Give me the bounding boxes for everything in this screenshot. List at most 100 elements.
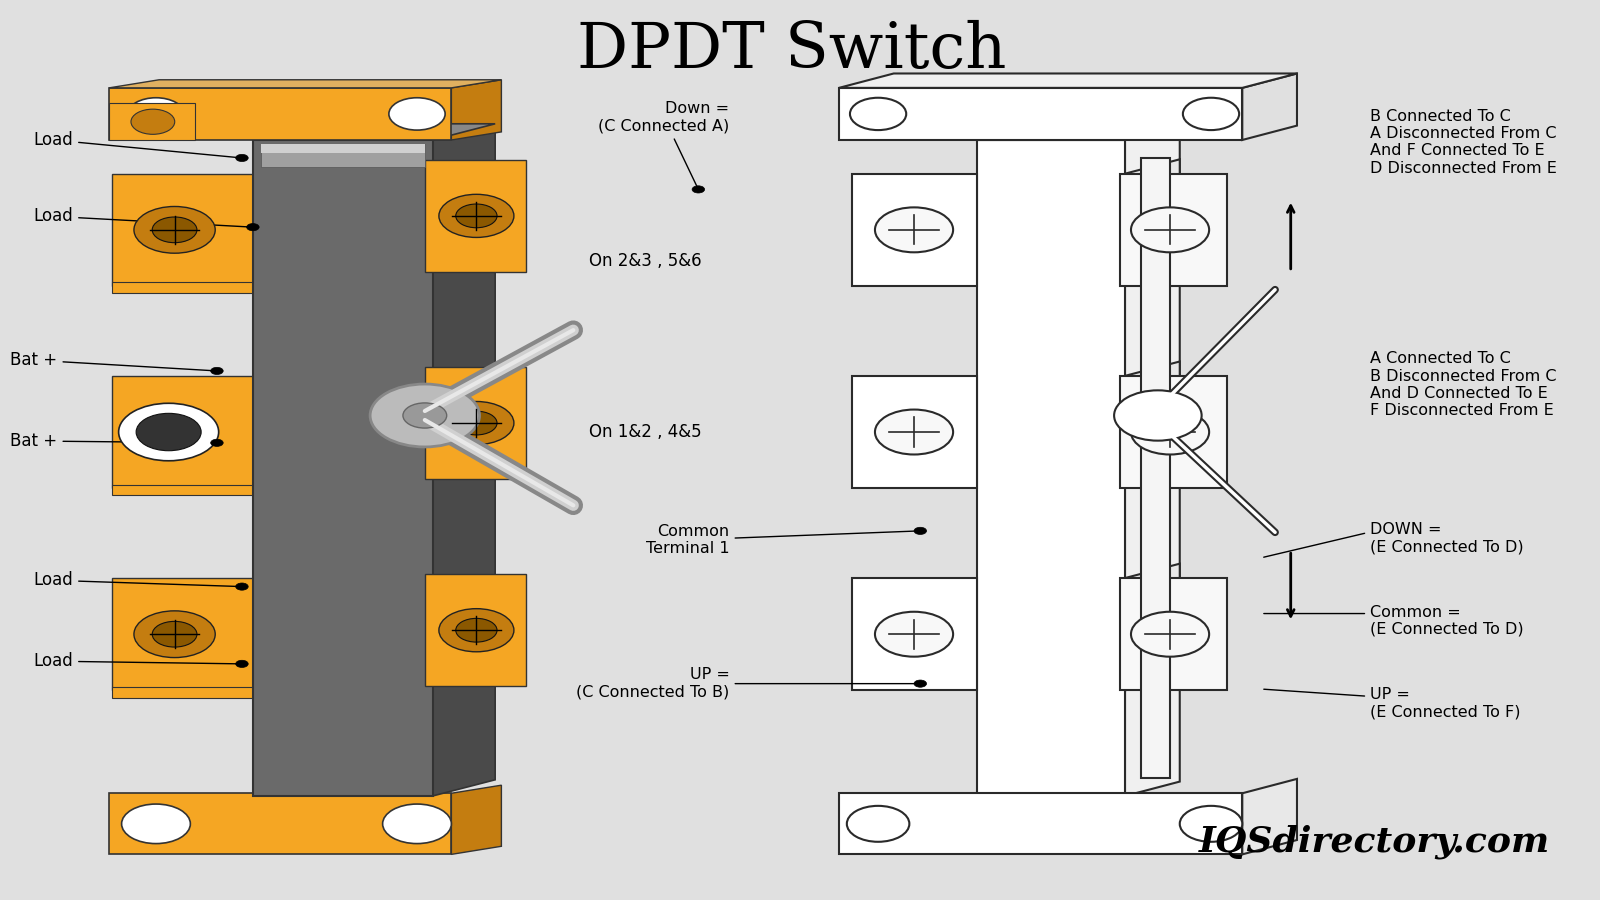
Circle shape (456, 204, 498, 228)
Bar (109, 88, 451, 140)
Circle shape (438, 401, 514, 445)
Bar (1120, 578, 1227, 690)
Bar (426, 574, 526, 687)
Circle shape (1179, 806, 1242, 842)
Circle shape (693, 185, 704, 193)
Circle shape (128, 98, 184, 130)
Polygon shape (432, 148, 490, 272)
Polygon shape (1242, 778, 1298, 854)
Circle shape (211, 439, 222, 446)
Text: DOWN =
(E Connected To D): DOWN = (E Connected To D) (1371, 522, 1525, 554)
Bar (112, 174, 261, 286)
Bar (109, 793, 451, 854)
Circle shape (875, 410, 954, 454)
Text: IQSdirectory.com: IQSdirectory.com (1198, 824, 1550, 859)
Text: 6: 6 (456, 760, 467, 778)
Circle shape (875, 207, 954, 252)
Circle shape (122, 804, 190, 843)
Circle shape (152, 217, 197, 243)
Polygon shape (1125, 563, 1179, 690)
Bar (112, 283, 275, 293)
Bar (976, 140, 1125, 796)
Bar (1120, 376, 1227, 488)
Text: 1: 1 (323, 136, 334, 154)
Text: UP =
(E Connected To F): UP = (E Connected To F) (1371, 688, 1522, 720)
Circle shape (914, 680, 926, 688)
Bar (112, 484, 275, 495)
Bar (253, 140, 432, 796)
Polygon shape (838, 74, 1298, 88)
Polygon shape (1125, 159, 1179, 286)
Circle shape (235, 661, 248, 668)
Text: Bat +: Bat + (10, 432, 214, 450)
Text: Load: Load (34, 652, 238, 670)
Circle shape (1131, 612, 1210, 657)
Bar (1141, 158, 1170, 778)
Bar (851, 578, 976, 690)
Circle shape (438, 194, 514, 238)
Bar (426, 159, 526, 272)
Bar (851, 174, 976, 286)
Text: Load: Load (34, 572, 238, 590)
Circle shape (456, 618, 498, 642)
Polygon shape (451, 785, 501, 854)
Circle shape (134, 206, 216, 253)
Polygon shape (976, 126, 1179, 140)
Text: B Connected To C
A Disconnected From C
And F Connected To E
D Disconnected From : B Connected To C A Disconnected From C A… (1371, 109, 1557, 176)
Text: Down =
(C Connected A): Down = (C Connected A) (598, 102, 730, 187)
Text: 3: 3 (323, 580, 334, 598)
Circle shape (1114, 391, 1202, 441)
Bar (838, 88, 1242, 140)
Bar (851, 376, 976, 488)
Circle shape (152, 621, 197, 647)
Polygon shape (1125, 126, 1179, 796)
Text: On 2&3 , 5&6: On 2&3 , 5&6 (589, 252, 701, 270)
Circle shape (1131, 207, 1210, 252)
Bar (112, 376, 261, 488)
Bar (109, 104, 195, 140)
Circle shape (211, 367, 222, 374)
Text: 2: 2 (323, 360, 334, 378)
Text: DPDT Switch: DPDT Switch (578, 20, 1006, 81)
Polygon shape (432, 356, 490, 479)
Bar (261, 145, 426, 154)
Circle shape (875, 612, 954, 657)
Bar (426, 367, 526, 479)
Circle shape (914, 527, 926, 535)
Bar (1120, 174, 1227, 286)
Bar (112, 687, 275, 698)
Polygon shape (1242, 74, 1298, 140)
Circle shape (382, 804, 451, 843)
Circle shape (136, 413, 202, 451)
Text: Bat +: Bat + (10, 351, 214, 371)
Text: UP =
(C Connected To B): UP = (C Connected To B) (576, 668, 917, 700)
Circle shape (370, 384, 480, 447)
Circle shape (235, 583, 248, 590)
Bar (261, 145, 426, 166)
Polygon shape (109, 80, 501, 88)
Circle shape (246, 223, 259, 230)
Circle shape (850, 98, 906, 130)
Polygon shape (1125, 362, 1179, 488)
Circle shape (389, 98, 445, 130)
Polygon shape (432, 562, 490, 687)
Polygon shape (432, 124, 494, 796)
Text: Common =
(E Connected To D): Common = (E Connected To D) (1371, 605, 1525, 637)
Text: A Connected To C
B Disconnected From C
And D Connected To E
F Disconnected From : A Connected To C B Disconnected From C A… (1371, 351, 1557, 418)
Circle shape (1182, 98, 1238, 130)
Text: Load: Load (34, 207, 250, 227)
Text: Common
Terminal 1: Common Terminal 1 (646, 524, 917, 556)
Circle shape (131, 109, 174, 134)
Text: On 1&2 , 4&5: On 1&2 , 4&5 (589, 423, 701, 441)
Text: 5: 5 (464, 432, 474, 450)
Polygon shape (253, 124, 494, 140)
Circle shape (235, 155, 248, 161)
Circle shape (438, 608, 514, 652)
Circle shape (118, 403, 219, 461)
Bar (112, 578, 261, 690)
Circle shape (1131, 410, 1210, 454)
Circle shape (846, 806, 909, 842)
Circle shape (456, 411, 498, 435)
Text: Load: Load (34, 131, 238, 158)
Circle shape (403, 403, 446, 428)
